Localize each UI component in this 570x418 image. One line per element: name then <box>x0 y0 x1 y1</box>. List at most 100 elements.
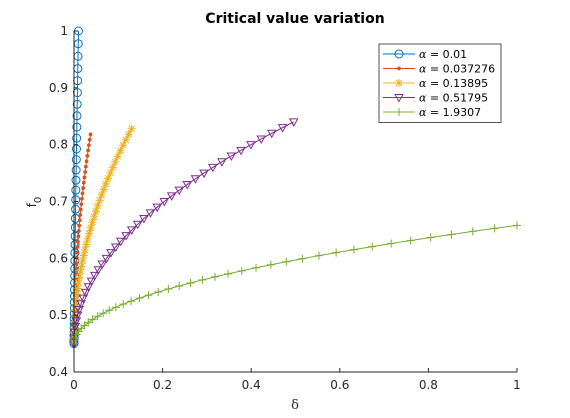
series-marker <box>106 249 116 258</box>
series-marker <box>252 263 261 272</box>
series-marker <box>101 179 110 188</box>
series-marker <box>89 271 100 281</box>
series-marker <box>101 254 112 264</box>
series-marker <box>277 124 288 133</box>
series-marker <box>71 175 81 185</box>
legend-item: α = 0.13895 <box>383 77 488 90</box>
series-marker <box>78 212 83 217</box>
series-marker <box>121 135 130 144</box>
series-marker <box>468 227 477 236</box>
series-line <box>73 224 518 344</box>
series-marker <box>121 232 132 241</box>
y-tick-label: 0.7 <box>49 195 68 209</box>
series-marker <box>368 242 377 251</box>
legend-marker <box>395 79 403 87</box>
series-marker <box>99 185 108 194</box>
series-marker <box>104 174 113 183</box>
series-marker <box>237 266 246 275</box>
series-marker <box>85 153 90 158</box>
series-marker <box>332 248 341 257</box>
series-marker <box>110 243 121 252</box>
series-marker <box>72 111 82 121</box>
series-marker <box>78 207 83 212</box>
series-marker <box>76 234 81 239</box>
legend-value: = 0.037276 <box>426 63 495 76</box>
legend-alpha: α <box>419 106 427 119</box>
series-marker <box>78 294 89 304</box>
series-marker <box>71 165 81 175</box>
series-marker <box>79 202 84 207</box>
series-marker <box>72 122 82 132</box>
series-marker <box>93 201 102 210</box>
series-marker <box>426 233 435 242</box>
legend-marker <box>397 66 401 71</box>
series-marker <box>111 303 120 312</box>
series-marker <box>71 155 81 165</box>
series-marker <box>108 163 117 172</box>
series-marker <box>132 220 143 230</box>
series-marker <box>91 207 100 216</box>
series-marker <box>71 301 80 310</box>
series-marker <box>139 215 149 224</box>
series-marker <box>77 262 86 271</box>
series-2 <box>70 124 136 348</box>
series-marker <box>298 254 307 263</box>
series-marker <box>72 311 83 321</box>
series-marker <box>175 281 184 290</box>
series-marker <box>210 272 219 281</box>
series-marker <box>115 237 126 247</box>
legend-marker <box>395 108 403 116</box>
series-marker <box>106 168 115 177</box>
series-marker <box>447 230 456 239</box>
legend-value: = 1.9307 <box>426 106 481 119</box>
series-marker <box>99 309 108 318</box>
series-marker <box>74 305 85 315</box>
series-marker <box>87 137 92 142</box>
series-marker <box>80 196 84 201</box>
series-marker <box>74 266 79 271</box>
series-marker <box>82 240 91 249</box>
series-marker <box>73 284 82 293</box>
legend-value: = 0.51795 <box>426 92 488 105</box>
chart-title: Critical value variation <box>205 11 384 27</box>
series-marker <box>88 315 97 324</box>
y-tick-label: 0.6 <box>49 251 68 265</box>
series-marker <box>86 148 90 153</box>
series-marker <box>77 218 82 223</box>
series-marker <box>86 223 95 232</box>
series-marker <box>71 306 80 315</box>
series-marker <box>288 118 299 127</box>
y-tick-label: 0.4 <box>49 365 68 379</box>
legend-item: α = 0.51795 <box>383 92 488 105</box>
legend-label: α = 1.9307 <box>419 106 481 119</box>
series-marker <box>105 306 114 315</box>
series-marker <box>124 130 133 139</box>
series-marker <box>236 146 246 156</box>
series-marker <box>154 288 163 297</box>
series-marker <box>198 275 207 284</box>
series-marker <box>80 191 85 196</box>
legend-label: α = 0.037276 <box>419 63 495 76</box>
series-marker <box>75 250 80 255</box>
series-marker <box>70 312 79 321</box>
series-marker <box>226 152 237 162</box>
legend-item: α = 0.01 <box>383 48 467 61</box>
legend-value: = 0.01 <box>426 48 467 61</box>
series-marker <box>73 290 82 299</box>
series-marker <box>159 198 170 207</box>
series-3 <box>69 118 299 349</box>
legend-label: α = 0.01 <box>419 48 467 61</box>
series-marker <box>513 221 521 230</box>
series-marker <box>74 261 79 266</box>
y-axis-label-main: f <box>25 202 39 207</box>
series-marker <box>75 245 80 249</box>
series-marker <box>72 295 81 304</box>
x-axis-label: δ <box>291 398 299 413</box>
y-tick-label: 0.9 <box>49 81 68 95</box>
legend-label: α = 0.51795 <box>419 92 488 105</box>
series-marker <box>71 185 81 195</box>
series-marker <box>246 141 256 150</box>
legend-item: α = 0.037276 <box>383 63 495 76</box>
